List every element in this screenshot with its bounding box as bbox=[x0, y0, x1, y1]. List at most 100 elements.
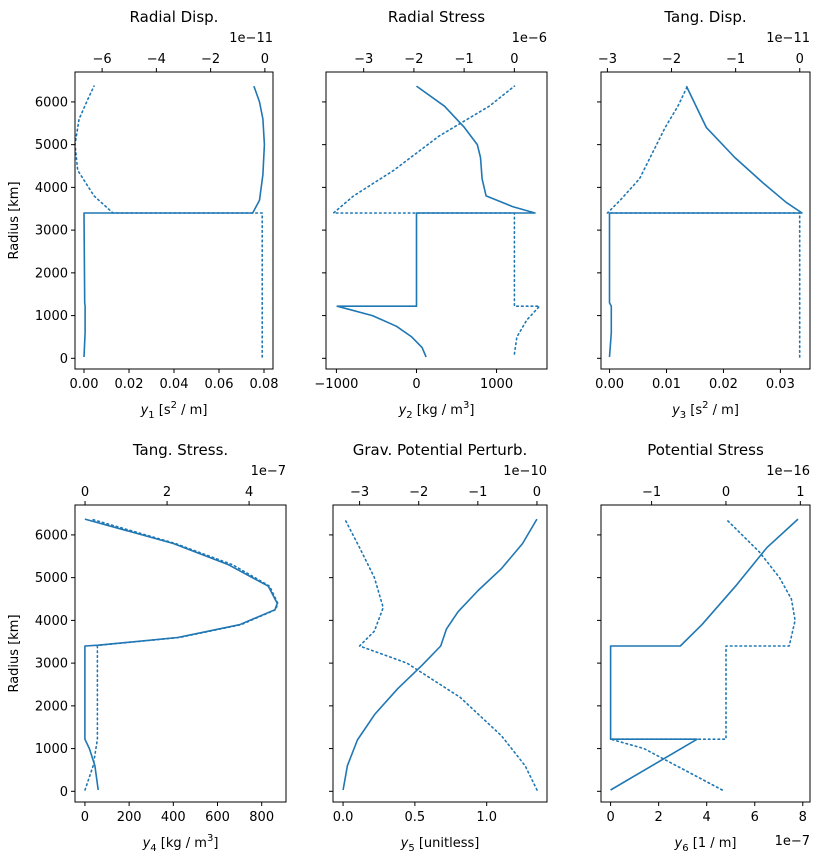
top-tick-label: −3 bbox=[350, 485, 369, 500]
x-label-var: y bbox=[400, 836, 409, 851]
top-tick-label: −4 bbox=[147, 52, 166, 67]
x-tick-label: −1000 bbox=[314, 377, 358, 392]
x-label-sub: 5 bbox=[408, 843, 414, 854]
top-offset-label: 1e−7 bbox=[251, 464, 286, 479]
x-label-text: ] bbox=[469, 403, 474, 418]
x-tick-label: 200 bbox=[117, 810, 142, 825]
x-label-text: [1 / m] bbox=[689, 836, 737, 851]
subplot-title: Tang. Disp. bbox=[663, 8, 746, 26]
top-tick-label: 0 bbox=[510, 52, 518, 67]
subplot-5: 0.0 0.5 1.0 −3 −2 −1 0 1e−10 Grav. Potential Per… bbox=[329, 441, 548, 854]
x-label-sub: 3 bbox=[680, 410, 686, 421]
series-line-dotted bbox=[74, 85, 264, 358]
subplot-title: Radial Disp. bbox=[130, 8, 219, 26]
x-label-sup: 2 bbox=[171, 400, 177, 411]
series-line-solid bbox=[84, 518, 279, 791]
x-axis-label: y5 [unitless] bbox=[400, 836, 480, 854]
y-tick-label: 3000 bbox=[35, 224, 68, 239]
x-label-text: [unitless] bbox=[415, 836, 480, 851]
subplot-title: Tang. Stress. bbox=[132, 441, 228, 459]
plot-frame bbox=[74, 504, 287, 803]
x-tick-label: 0.00 bbox=[595, 377, 624, 392]
top-tick-label: 0 bbox=[261, 52, 269, 67]
top-tick-label: 0 bbox=[533, 485, 541, 500]
x-label-sub: 6 bbox=[682, 843, 688, 854]
series-line-dotted bbox=[609, 518, 796, 791]
subplot-4: 0 1000 2000 3000 4000 5000 6000 0 200 400 600 800 0 2… bbox=[7, 441, 287, 854]
top-tick-label: 4 bbox=[245, 485, 253, 500]
x-tick-label: 0 bbox=[412, 377, 420, 392]
plot-frame bbox=[600, 504, 811, 803]
series-line-solid bbox=[83, 85, 266, 358]
top-tick-label: −2 bbox=[404, 52, 423, 67]
x-label-text: / m] bbox=[177, 403, 207, 418]
x-tick-label: 0.00 bbox=[70, 377, 99, 392]
x-label-sub: 4 bbox=[150, 843, 156, 854]
x-tick-label: 0.04 bbox=[160, 377, 189, 392]
x-tick-label: 0.03 bbox=[766, 377, 795, 392]
y-tick-label: 1000 bbox=[35, 742, 68, 757]
y-axis-label: Radius [km] bbox=[7, 614, 22, 692]
plot-frame bbox=[332, 504, 548, 803]
top-tick-label: 0 bbox=[722, 485, 730, 500]
x-label-text: [kg / m bbox=[157, 836, 207, 851]
top-tick-label: −2 bbox=[201, 52, 220, 67]
y-tick-label: 5000 bbox=[35, 138, 68, 153]
y-tick-label: 1000 bbox=[35, 309, 68, 324]
subplot-title: Potential Stress bbox=[647, 441, 764, 459]
x-label-sup: 2 bbox=[702, 400, 708, 411]
y-tick-label: 2000 bbox=[35, 699, 68, 714]
plot-frame bbox=[74, 71, 274, 370]
x-tick-label: 0.02 bbox=[709, 377, 738, 392]
x-axis-label: y1 [s2 / m] bbox=[140, 400, 208, 421]
subplot-2: −1000 0 1000 −3 −2 −1 0 1e−6 Radial Stress y2 [kg… bbox=[314, 8, 548, 421]
x-tick-label: 0.5 bbox=[405, 810, 426, 825]
x-label-text: [s bbox=[155, 403, 171, 418]
y-tick-label: 0 bbox=[60, 352, 68, 367]
top-offset-label: 1e−6 bbox=[512, 31, 547, 46]
top-offset-label: 1e−11 bbox=[229, 31, 273, 46]
x-tick-label: 1000 bbox=[480, 377, 513, 392]
x-tick-label: 0 bbox=[81, 810, 89, 825]
x-tick-label: 600 bbox=[205, 810, 230, 825]
y-tick-label: 6000 bbox=[35, 528, 68, 543]
x-tick-label: 1.0 bbox=[476, 810, 497, 825]
top-tick-label: −6 bbox=[93, 52, 112, 67]
x-tick-label: 6 bbox=[751, 810, 759, 825]
series-line-solid bbox=[609, 518, 799, 791]
x-tick-label: 0.02 bbox=[115, 377, 144, 392]
top-tick-label: −2 bbox=[409, 485, 428, 500]
x-label-var: y bbox=[674, 836, 683, 851]
x-tick-label: 8 bbox=[799, 810, 807, 825]
x-label-var: y bbox=[140, 403, 149, 418]
x-label-text: ] bbox=[213, 836, 218, 851]
plot-frame bbox=[600, 71, 811, 370]
x-label-sup: 3 bbox=[207, 833, 213, 844]
bottom-offset-label: 1e−7 bbox=[775, 834, 810, 849]
y-tick-label: 0 bbox=[60, 785, 68, 800]
y-tick-label: 2000 bbox=[35, 266, 68, 281]
x-axis-label: y2 [kg / m3] bbox=[398, 400, 475, 421]
x-tick-label: 0 bbox=[606, 810, 614, 825]
top-tick-label: −1 bbox=[455, 52, 474, 67]
x-tick-label: 800 bbox=[249, 810, 274, 825]
x-axis-label: y4 [kg / m3] bbox=[142, 833, 219, 854]
x-tick-label: 4 bbox=[703, 810, 711, 825]
top-tick-label: −1 bbox=[642, 485, 661, 500]
x-axis-label: y6 [1 / m] bbox=[674, 836, 737, 854]
y-tick-label: 6000 bbox=[35, 95, 68, 110]
x-tick-label: 400 bbox=[161, 810, 186, 825]
x-label-var: y bbox=[142, 836, 151, 851]
y-axis-label: Radius [km] bbox=[7, 181, 22, 259]
top-offset-label: 1e−16 bbox=[766, 464, 810, 479]
top-tick-label: 0 bbox=[796, 52, 804, 67]
x-label-sub: 2 bbox=[406, 410, 412, 421]
subplot-3: 0.00 0.01 0.02 0.03 −3 −2 −1 0 1e−11 Tang. Disp. y… bbox=[595, 8, 811, 421]
series-line-solid bbox=[336, 85, 536, 358]
top-offset-label: 1e−11 bbox=[766, 31, 810, 46]
x-label-text: [kg / m bbox=[413, 403, 463, 418]
series-line-solid bbox=[342, 518, 538, 791]
series-line-dotted bbox=[84, 518, 279, 791]
